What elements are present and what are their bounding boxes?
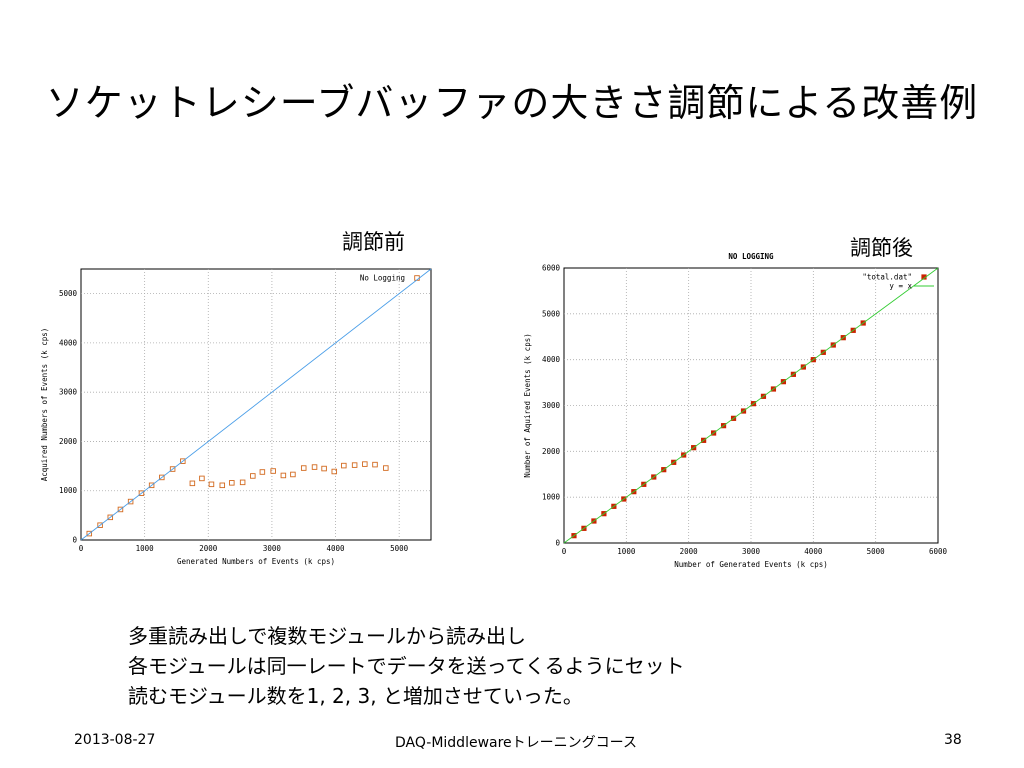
label-before: 調節前 bbox=[342, 230, 405, 254]
y-tick-label: 2000 bbox=[542, 447, 561, 456]
data-point bbox=[259, 469, 266, 475]
x-tick-label: 5000 bbox=[390, 544, 409, 553]
bullet-item: 各モジュールは同一レートでデータを送ってくるようにセット bbox=[128, 654, 685, 678]
data-point bbox=[169, 466, 176, 472]
x-tick-label: 0 bbox=[562, 547, 567, 556]
y-tick-label: 4000 bbox=[542, 355, 561, 364]
data-point bbox=[311, 464, 318, 470]
y-tick-label: 1000 bbox=[542, 493, 561, 502]
x-tick-label: 6000 bbox=[929, 547, 948, 556]
x-tick-label: 4000 bbox=[804, 547, 823, 556]
data-point bbox=[229, 480, 235, 486]
legend-label: No Logging bbox=[360, 274, 405, 283]
footer-date: 2013-08-27 bbox=[74, 732, 156, 748]
plot-frame bbox=[80, 268, 432, 541]
y-tick-label: 3000 bbox=[59, 388, 78, 397]
x-tick-label: 1000 bbox=[617, 547, 636, 556]
data-point bbox=[159, 474, 165, 481]
y-tick-label: 6000 bbox=[542, 264, 561, 273]
bullet-list: 多重読み出しで複数モジュールから読み出し 各モジュールは同一レートでデータを送っ… bbox=[128, 621, 685, 711]
data-point bbox=[290, 471, 296, 478]
y-tick-label: 5000 bbox=[59, 289, 78, 298]
data-point bbox=[138, 490, 145, 496]
chart-after-svg: 0 1000 2000 3000 4000 5000 6000 0 1000 2000 3000 40… bbox=[523, 252, 948, 569]
label-after: 調節後 bbox=[850, 236, 913, 260]
data-point bbox=[219, 482, 226, 489]
data-point bbox=[351, 462, 358, 468]
legend-label: "total.dat" bbox=[862, 273, 912, 282]
data-point bbox=[127, 498, 134, 505]
data-point bbox=[208, 481, 215, 488]
data-point bbox=[341, 462, 347, 469]
data-point bbox=[372, 461, 378, 468]
bullet-item: 読むモジュール数を1, 2, 3, と増加させていった。 bbox=[128, 684, 583, 708]
data-point bbox=[270, 468, 276, 474]
y-tick-label: 4000 bbox=[59, 338, 78, 347]
y-tick-label: 0 bbox=[555, 539, 560, 548]
x-tick-label: 3000 bbox=[742, 547, 761, 556]
data-point bbox=[331, 468, 338, 475]
data-point bbox=[250, 473, 256, 479]
y-tick-label: 0 bbox=[72, 536, 77, 545]
x-axis-label: Number of Generated Events (k cps) bbox=[674, 560, 828, 569]
slide-title: ソケットレシーブバッファの大きさ調節による改善例 bbox=[45, 81, 979, 125]
data-point bbox=[300, 465, 307, 471]
data-point bbox=[362, 461, 368, 467]
y-tick-label: 1000 bbox=[59, 486, 78, 495]
x-tick-label: 4000 bbox=[327, 544, 346, 553]
y-tick-label: 3000 bbox=[542, 401, 561, 410]
x-axis-label: Generated Numbers of Events (k cps) bbox=[177, 557, 335, 566]
data-point bbox=[86, 530, 93, 537]
data-point bbox=[97, 522, 103, 528]
x-tick-label: 5000 bbox=[867, 547, 886, 556]
x-tick-label: 2000 bbox=[680, 547, 699, 556]
data-point bbox=[148, 482, 155, 489]
x-tick-label: 3000 bbox=[263, 544, 282, 553]
chart-before: 0 1000 2000 3000 4000 5000 0 1000 2000 3000 4000 50… bbox=[36, 262, 436, 572]
legend-label: y = x bbox=[889, 282, 912, 291]
legend-swatch bbox=[921, 274, 927, 280]
data-point bbox=[189, 480, 196, 487]
chart-after: 0 1000 2000 3000 4000 5000 6000 0 1000 2000 3000 40… bbox=[516, 245, 956, 575]
data-point bbox=[321, 465, 327, 472]
chart-title: NO LOGGING bbox=[728, 252, 774, 261]
reference-line-y-equals-x bbox=[80, 268, 432, 541]
y-tick-label: 2000 bbox=[59, 437, 78, 446]
y-axis-label: Number of Aquired Events (k cps) bbox=[523, 333, 532, 478]
chart-before-svg: 0 1000 2000 3000 4000 5000 0 1000 2000 3000 4000 50… bbox=[40, 268, 432, 566]
x-tick-label: 1000 bbox=[136, 544, 155, 553]
y-tick-label: 5000 bbox=[542, 309, 561, 318]
data-point bbox=[199, 475, 205, 482]
data-point bbox=[180, 458, 186, 464]
data-point bbox=[280, 472, 287, 479]
x-tick-label: 2000 bbox=[199, 544, 218, 553]
data-point bbox=[107, 514, 114, 521]
footer-center: DAQ-Middlewareトレーニングコース bbox=[395, 735, 637, 751]
y-axis-label: Acquired Numbers of Events (k cps) bbox=[40, 328, 49, 482]
data-point bbox=[117, 506, 124, 513]
reference-line-y-equals-x bbox=[563, 267, 939, 544]
x-tick-label: 0 bbox=[79, 544, 84, 553]
footer-page: 38 bbox=[944, 732, 962, 748]
bullet-item: 多重読み出しで複数モジュールから読み出し bbox=[128, 624, 526, 648]
data-point bbox=[239, 479, 246, 486]
data-point bbox=[383, 465, 389, 471]
